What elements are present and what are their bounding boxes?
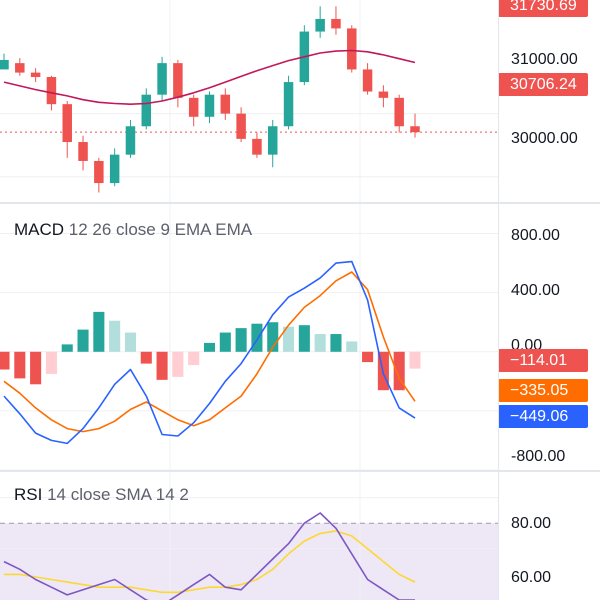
pane-divider-2[interactable] xyxy=(0,470,600,472)
candle-body xyxy=(0,59,9,70)
candle-body xyxy=(204,94,215,117)
macd-tick-neg800: -800.00 xyxy=(511,448,566,465)
macd-histogram-bar xyxy=(409,351,421,369)
macd-histogram-bar xyxy=(235,328,247,352)
signal-line xyxy=(3,271,416,433)
candle-body xyxy=(283,82,294,127)
candle-body xyxy=(267,126,278,155)
macd-chart xyxy=(0,204,498,470)
candle-body xyxy=(315,18,325,32)
macd-histogram-bar xyxy=(283,326,295,352)
macd-tick-400: 400.00 xyxy=(511,282,560,299)
macd-histogram-bar xyxy=(0,351,10,370)
rsi-ma-line xyxy=(4,530,416,594)
rsi-name: RSI xyxy=(14,485,43,504)
macd-name: MACD xyxy=(14,220,65,239)
candle-body xyxy=(347,28,357,70)
macd-histogram-bar xyxy=(61,344,73,352)
price-pane[interactable]: 31000.00 30000.00 31730.69 30706.24 xyxy=(0,0,600,202)
macd-histogram-bar xyxy=(314,334,326,352)
last-price-tag: 30706.24 xyxy=(498,73,588,96)
macd-histogram-bar xyxy=(45,351,57,374)
macd-histogram-bar xyxy=(140,351,152,364)
candle-body xyxy=(157,63,167,95)
macd-params: 12 26 close 9 EMA EMA xyxy=(68,220,253,239)
candle-body xyxy=(125,126,136,155)
rsi-band xyxy=(0,523,498,600)
macd-histogram-bar xyxy=(156,351,168,380)
macd-histogram-bar xyxy=(30,351,42,385)
candle-body xyxy=(30,72,41,78)
candle-body xyxy=(378,91,389,98)
candle-body xyxy=(394,97,404,127)
rsi-params: 14 close SMA 14 2 xyxy=(47,485,189,504)
candle-body xyxy=(46,77,57,105)
rsi-line xyxy=(3,512,415,600)
pane-divider-1[interactable] xyxy=(0,202,600,204)
candle-body xyxy=(188,97,199,117)
rsi-tick-60: 60.00 xyxy=(511,569,552,586)
macd-histogram-bar xyxy=(172,351,184,377)
macd-histogram-bar xyxy=(346,341,358,352)
rsi-legend[interactable]: RSI 14 close SMA 14 2 xyxy=(14,485,189,505)
rsi-tick-80: 80.00 xyxy=(511,515,552,532)
candle-body xyxy=(94,160,104,184)
macd-histogram-bar xyxy=(251,323,263,352)
candle-body xyxy=(220,94,231,114)
macd-histogram-bar xyxy=(109,320,121,352)
macd-line xyxy=(3,260,416,445)
candle-body xyxy=(141,94,152,127)
macd-line-tag: −449.06 xyxy=(498,405,588,428)
rsi-pane[interactable]: RSI 14 close SMA 14 2 80.00 60.00 xyxy=(0,472,600,600)
macd-pane[interactable]: MACD 12 26 close 9 EMA EMA 800.00 400.00… xyxy=(0,204,600,470)
macd-histogram-tag: −114.01 xyxy=(498,349,588,372)
candle-body xyxy=(15,63,25,73)
macd-histogram-bar xyxy=(124,332,136,352)
macd-histogram-bar xyxy=(93,311,105,352)
macd-histogram-bar xyxy=(188,351,200,366)
candle-body xyxy=(78,142,88,161)
macd-histogram-bar xyxy=(298,325,310,352)
candle-body xyxy=(331,18,341,29)
macd-histogram-bar xyxy=(393,351,405,391)
macd-histogram-bar xyxy=(203,342,216,352)
price-chart xyxy=(0,0,498,202)
candle-body xyxy=(252,138,262,155)
candle-body xyxy=(173,63,183,98)
macd-signal-tag: −335.05 xyxy=(498,379,588,402)
macd-histogram-bar xyxy=(267,322,279,352)
macd-tick-800: 800.00 xyxy=(511,227,560,244)
macd-histogram-bar xyxy=(14,351,26,379)
ema-line xyxy=(3,49,416,105)
price-tick-30000: 30000.00 xyxy=(511,130,578,147)
candle-body xyxy=(236,113,246,139)
candle-body xyxy=(109,154,120,184)
macd-legend[interactable]: MACD 12 26 close 9 EMA EMA xyxy=(14,220,252,240)
price-tick-31000: 31000.00 xyxy=(511,51,578,68)
candle-body xyxy=(62,104,72,143)
macd-histogram-bar xyxy=(330,334,342,352)
candle-body xyxy=(410,126,420,133)
candle-body xyxy=(362,69,373,92)
rsi-chart xyxy=(0,472,498,600)
price-axis-border xyxy=(498,0,499,600)
macd-histogram-bar xyxy=(77,329,89,352)
macd-histogram-bar xyxy=(219,332,231,352)
top-price-tag: 31730.69 xyxy=(498,0,588,17)
macd-histogram-bar xyxy=(362,351,374,363)
